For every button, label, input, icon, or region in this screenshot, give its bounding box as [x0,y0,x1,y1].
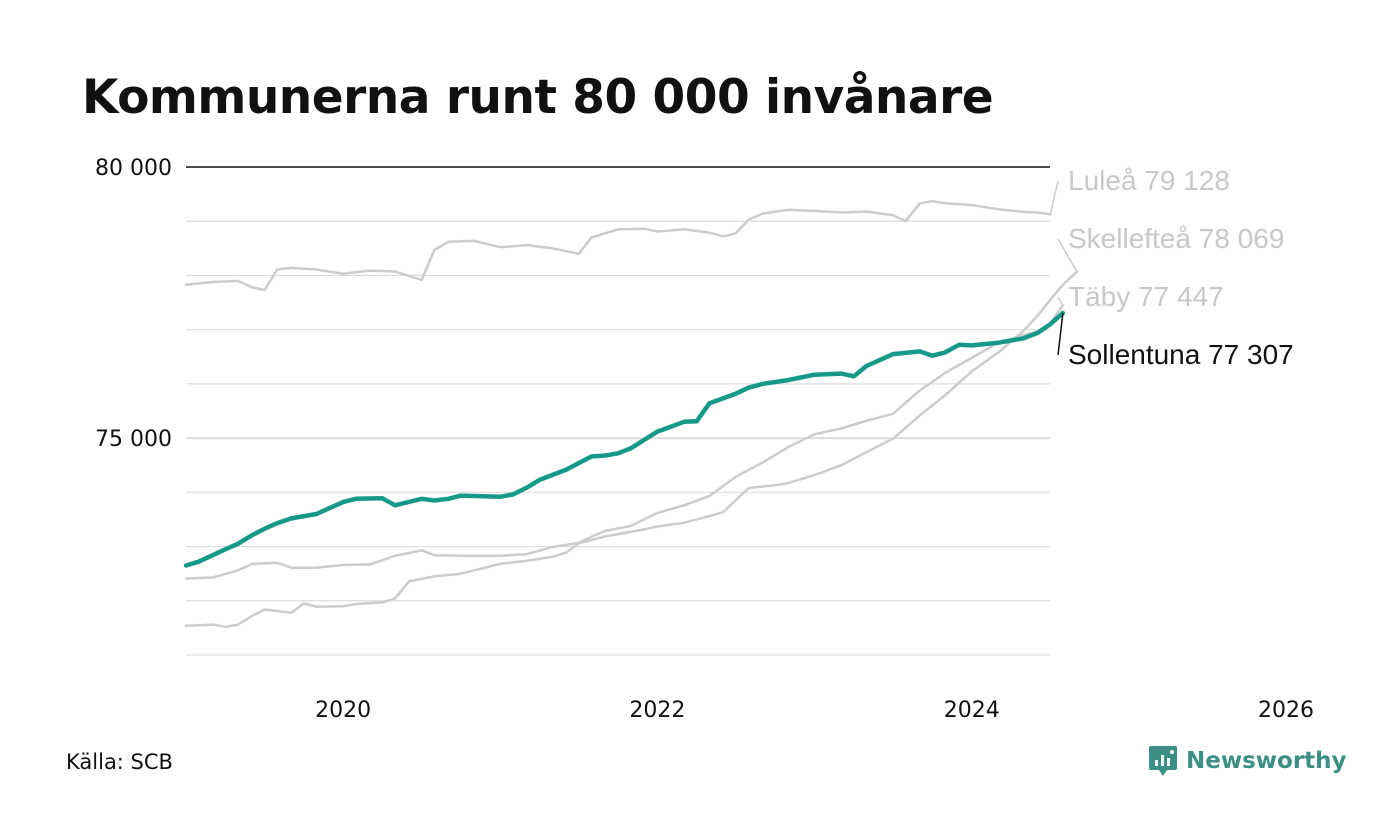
label-connector [1057,296,1064,306]
x-axis: 2020 2022 2024 2026 [315,698,1314,723]
brand-name: Newsworthy [1186,748,1347,774]
series-end-labels: Luleå 79 128 Skellefteå 78 069 Täby 77 447… [1049,165,1294,370]
source-note: Källa: SCB [66,750,173,774]
series-line-lule [184,199,1052,292]
x-tick-label: 2022 [629,698,685,723]
series-line-skellefte [184,270,1079,629]
series-end-label: Täby 77 447 [1068,281,1224,312]
y-axis: 75 000 80 000 [95,156,172,452]
grid-lines [186,166,1050,656]
x-tick-label: 2026 [1258,698,1314,723]
chart-title: Kommunerna runt 80 000 invånare [82,70,994,125]
label-connector [1049,180,1059,215]
y-tick-label: 80 000 [95,156,172,181]
series-end-label: Skellefteå 78 069 [1068,223,1284,254]
series-line-sollentuna [183,310,1066,568]
y-tick-label: 75 000 [95,427,172,452]
brand-logo: Newsworthy [1148,744,1347,778]
series-line-tby [184,304,1065,580]
newsworthy-icon [1149,746,1177,776]
label-connector [1057,312,1064,356]
series-lines [183,199,1079,629]
series-end-label: Sollentuna 77 307 [1068,339,1294,370]
x-tick-label: 2020 [315,698,371,723]
series-end-label: Luleå 79 128 [1068,165,1230,196]
x-tick-label: 2024 [944,698,1000,723]
label-connector [1057,238,1078,273]
